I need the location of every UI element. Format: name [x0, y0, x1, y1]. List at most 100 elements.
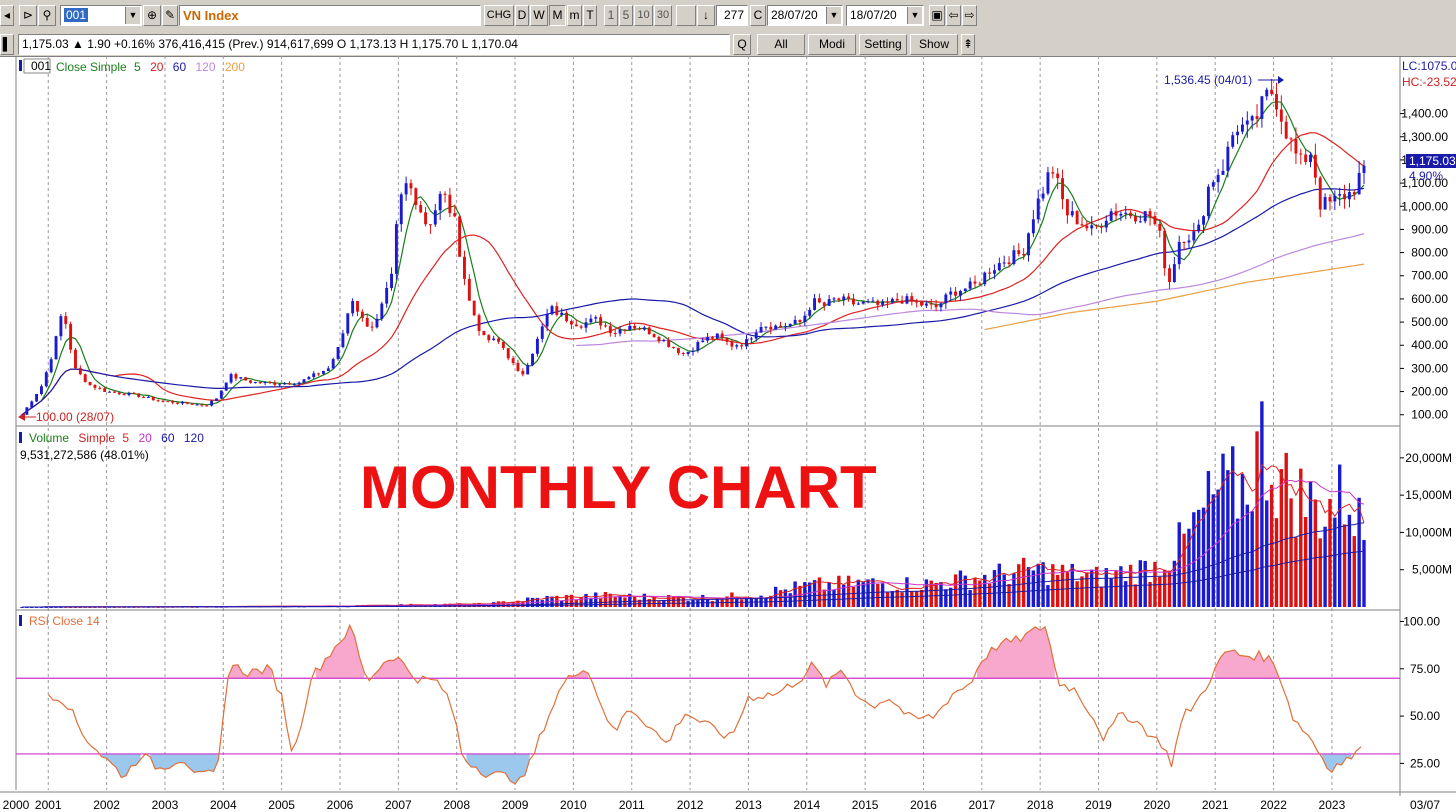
- pin-icon[interactable]: ⇞: [961, 34, 975, 55]
- x-tick-label: 2005: [268, 798, 295, 812]
- blank-button[interactable]: [676, 5, 696, 26]
- zoom-icon[interactable]: ⊕: [143, 5, 161, 26]
- candle-body: [1182, 241, 1186, 243]
- volume-bar: [1162, 569, 1167, 607]
- chg-button[interactable]: CHG: [484, 5, 514, 26]
- arrow-down-icon[interactable]: ↓: [697, 5, 715, 26]
- setting-button[interactable]: Setting: [859, 34, 907, 55]
- candle-body: [249, 380, 252, 383]
- volume-bar: [628, 593, 632, 607]
- weekly-button[interactable]: W: [530, 5, 548, 26]
- c-button[interactable]: C: [750, 5, 766, 26]
- volume-bar: [696, 600, 700, 607]
- to-date-field[interactable]: 18/07/20 ▼: [846, 5, 924, 26]
- chevron-down-icon[interactable]: ▼: [907, 7, 922, 24]
- scroll-left-icon[interactable]: ◂: [0, 5, 14, 26]
- q-button[interactable]: Q: [733, 34, 751, 55]
- candle-body: [399, 194, 403, 225]
- minute-button[interactable]: m: [567, 5, 582, 26]
- candle-body: [638, 328, 641, 330]
- from-date-field[interactable]: 28/07/20 ▼: [767, 5, 843, 26]
- candle-body: [1299, 153, 1303, 155]
- panel-marker: [19, 60, 22, 71]
- min5-button[interactable]: 5: [619, 5, 633, 26]
- volume-bar: [842, 584, 846, 607]
- volume-legend-ma60: 60: [161, 431, 175, 445]
- volume-bar: [1352, 536, 1356, 607]
- volume-bar: [647, 599, 651, 607]
- candle-body: [856, 303, 860, 305]
- volume-bar: [1221, 453, 1225, 607]
- chart-area[interactable]: 100.00 200.00 300.00 400.00 500.00 600.00 700.…: [0, 56, 1456, 812]
- min30-button[interactable]: 30: [654, 5, 672, 26]
- candle-body: [910, 296, 914, 302]
- rsi-fills: [101, 625, 1352, 784]
- candle-body: [944, 294, 948, 304]
- candle-body: [1104, 220, 1108, 228]
- candle-body: [30, 401, 34, 408]
- panel-toggle-icon[interactable]: ▌: [0, 34, 14, 55]
- all-button[interactable]: All: [757, 34, 805, 55]
- candle-body: [973, 281, 977, 284]
- chevron-down-icon[interactable]: ▼: [826, 7, 841, 24]
- edit-icon[interactable]: ✎: [162, 5, 178, 26]
- volume-bar: [1187, 528, 1191, 607]
- volume-bar: [1143, 560, 1147, 607]
- volume-bar: [1235, 518, 1240, 607]
- candle-body: [618, 329, 622, 334]
- candle-body: [1260, 96, 1264, 119]
- volume-bar: [1148, 582, 1152, 607]
- volume-bar: [890, 591, 895, 607]
- monthly-button[interactable]: M: [549, 5, 566, 26]
- volume-bar: [1231, 446, 1235, 607]
- candle-body: [569, 321, 573, 325]
- next-icon[interactable]: ⊳: [19, 5, 37, 26]
- candle-body: [886, 301, 889, 303]
- candle-body: [521, 370, 525, 375]
- candle-body: [1250, 116, 1254, 121]
- x-tick-label: 2003: [152, 798, 179, 812]
- candle-body: [1099, 226, 1103, 228]
- candle-body: [219, 390, 223, 399]
- volume-bar: [701, 594, 705, 607]
- min1-button[interactable]: 1: [604, 5, 618, 26]
- candle-body: [190, 403, 194, 405]
- price-tick-label: 200.00: [1411, 385, 1448, 399]
- symbol-name-field[interactable]: VN Index: [179, 5, 481, 26]
- volume-bar: [1269, 484, 1274, 607]
- candle-body: [142, 396, 146, 398]
- symbol-combo[interactable]: 001 ▼: [60, 5, 142, 26]
- candle-body: [307, 377, 311, 380]
- search-icon[interactable]: ⚲: [38, 5, 56, 26]
- daily-button[interactable]: D: [515, 5, 529, 26]
- candle-body: [783, 326, 787, 328]
- volume-bar: [1114, 570, 1118, 607]
- min10-button[interactable]: 10: [634, 5, 653, 26]
- candle-body: [871, 300, 875, 302]
- rsi-tick-label: 100.00: [1403, 614, 1440, 628]
- show-button[interactable]: Show: [910, 34, 958, 55]
- volume-legend-ma120: 120: [184, 431, 204, 445]
- candle-body: [1172, 264, 1176, 283]
- candle-body: [1313, 154, 1317, 178]
- volume-bar: [773, 586, 778, 607]
- chevron-down-icon[interactable]: ▼: [125, 7, 140, 24]
- candle-body: [876, 300, 880, 305]
- back-arrow-icon[interactable]: ⇦: [946, 5, 961, 26]
- modi-button[interactable]: Modi: [808, 34, 856, 55]
- candle-body: [331, 359, 335, 369]
- save-icon[interactable]: ▣: [929, 5, 945, 26]
- volume-bar: [812, 580, 817, 607]
- from-date-value: 28/07/20: [771, 8, 818, 22]
- volume-bar: [1158, 576, 1162, 607]
- forward-arrow-icon[interactable]: ⇨: [962, 5, 977, 26]
- candle-body: [1221, 170, 1225, 175]
- candle-body: [817, 298, 821, 303]
- candle-body: [487, 335, 491, 341]
- volume-bar: [744, 598, 749, 607]
- rsi-overbought-fill: [806, 662, 822, 679]
- bar-count-field[interactable]: 277: [716, 5, 748, 26]
- volume-bar: [934, 583, 938, 607]
- candle-body: [1134, 216, 1137, 222]
- tick-button[interactable]: T: [583, 5, 597, 26]
